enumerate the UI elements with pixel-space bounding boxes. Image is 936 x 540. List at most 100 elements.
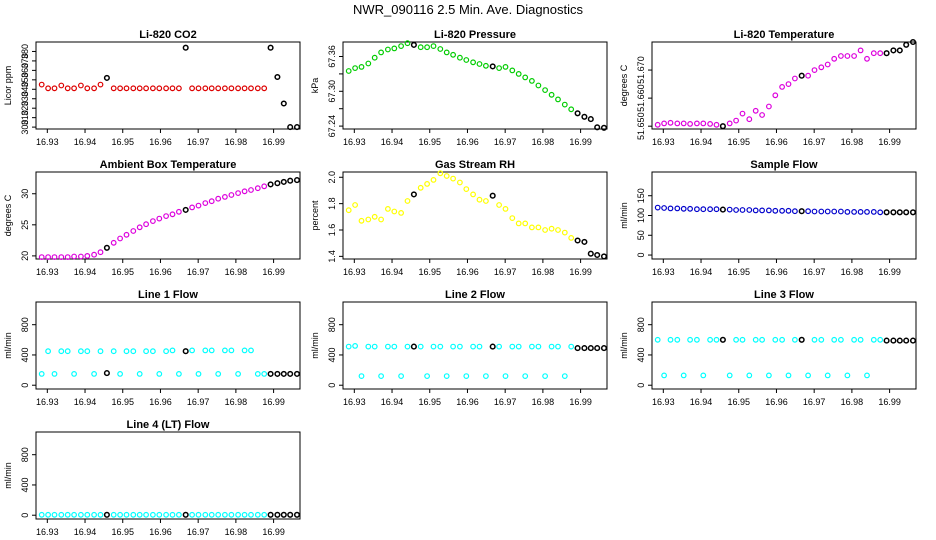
data-point <box>555 227 561 233</box>
data-point <box>417 44 424 51</box>
y-axis-label: degrees C <box>3 194 13 236</box>
data-point <box>123 348 130 355</box>
data-point <box>97 81 104 88</box>
data-point <box>746 207 753 213</box>
data-point <box>143 221 150 228</box>
panel-rh: Gas Stream RH percent 1.4 1.6 1.8 2.0 16.93 16.… <box>310 159 608 277</box>
data-point <box>103 74 110 81</box>
data-point <box>870 336 877 343</box>
data-point <box>470 59 477 66</box>
data-point <box>515 343 522 350</box>
y-tick-label: 340 <box>20 82 30 97</box>
panel-title: Line 2 Flow <box>445 289 505 301</box>
data-point <box>117 371 123 377</box>
x-tick-label: 16.99 <box>878 137 901 147</box>
data-point <box>535 343 542 350</box>
y-tick-label: 67.30 <box>327 80 337 103</box>
x-tick-label: 16.94 <box>381 137 404 147</box>
x-tick-label: 16.96 <box>456 267 479 277</box>
data-point <box>130 511 137 518</box>
data-point <box>228 85 235 92</box>
data-point <box>430 343 437 350</box>
y-tick-label: 800 <box>327 317 337 332</box>
plot-frame <box>35 431 301 520</box>
plot-frame <box>35 301 301 390</box>
data-point <box>103 370 110 377</box>
x-tick-label: 16.96 <box>456 137 479 147</box>
data-point <box>352 343 359 349</box>
data-point <box>739 110 746 117</box>
plot-frame <box>651 171 917 260</box>
data-point <box>293 124 301 131</box>
data-point <box>437 343 444 350</box>
data-point <box>110 511 117 518</box>
data-point <box>84 511 91 518</box>
data-point <box>838 336 844 343</box>
x-tick-label: 16.93 <box>36 527 59 537</box>
data-point <box>522 220 529 227</box>
panel-sample_flow: Sample Flow ml/min 0 50 100 150 16.93 16.94 16.9… <box>619 159 917 277</box>
x-tick-label: 16.96 <box>765 397 788 407</box>
data-point <box>345 207 352 214</box>
data-point <box>424 44 431 51</box>
data-point <box>430 176 437 183</box>
data-point <box>202 200 209 207</box>
data-point <box>261 511 268 518</box>
data-point <box>117 235 123 242</box>
data-point <box>378 216 385 223</box>
data-point <box>587 116 594 123</box>
panel-title: Gas Stream RH <box>435 159 515 171</box>
data-point <box>287 511 294 518</box>
data-point <box>857 208 864 215</box>
data-point <box>489 343 496 350</box>
x-tick-label: 16.98 <box>532 397 555 407</box>
data-point <box>189 347 196 354</box>
y-tick-label: 360 <box>20 63 30 78</box>
data-point <box>707 206 713 213</box>
y-tick-label: 0 <box>636 253 646 258</box>
x-tick-label: 16.93 <box>343 397 366 407</box>
data-point <box>385 343 391 350</box>
data-point <box>522 74 529 81</box>
x-tick-label: 16.95 <box>727 267 750 277</box>
data-point <box>385 205 391 212</box>
data-point <box>424 180 431 187</box>
y-tick-label: 0 <box>20 513 30 518</box>
x-tick-label: 16.95 <box>727 397 750 407</box>
data-point <box>182 206 189 213</box>
data-point <box>274 511 281 518</box>
data-point <box>654 336 661 343</box>
data-point <box>274 73 281 81</box>
data-point <box>254 371 261 377</box>
data-point <box>358 63 365 70</box>
data-point <box>280 100 287 107</box>
x-tick-label: 16.99 <box>262 267 285 277</box>
x-tick-label: 16.98 <box>225 137 248 147</box>
panel-line4: Line 4 (LT) Flow ml/min 0 400 800 16.93 16.94 1… <box>3 419 301 537</box>
data-point <box>890 209 897 216</box>
panel-pressure: Li-820 Pressure kPa 67.24 67.30 67.36 16.93 16… <box>310 29 608 147</box>
data-point <box>248 347 254 354</box>
data-point <box>450 51 457 58</box>
x-tick-label: 16.99 <box>569 137 592 147</box>
data-point <box>707 120 713 127</box>
x-tick-label: 16.97 <box>187 267 210 277</box>
panel-title: Ambient Box Temperature <box>100 159 237 171</box>
x-tick-label: 16.95 <box>111 267 134 277</box>
data-point <box>463 373 470 380</box>
data-point <box>156 85 163 92</box>
data-point <box>378 373 385 380</box>
data-point <box>424 373 431 380</box>
data-point <box>51 371 58 377</box>
data-point <box>136 511 143 518</box>
data-point <box>208 85 215 92</box>
data-point <box>502 373 509 380</box>
x-tick-label: 16.95 <box>111 527 134 537</box>
y-axis-label: ml/min <box>3 462 13 489</box>
data-point <box>358 217 365 224</box>
x-tick-label: 16.98 <box>841 267 864 277</box>
data-point <box>792 336 798 343</box>
data-point <box>654 204 661 211</box>
data-point <box>896 337 903 344</box>
data-point <box>739 207 746 213</box>
